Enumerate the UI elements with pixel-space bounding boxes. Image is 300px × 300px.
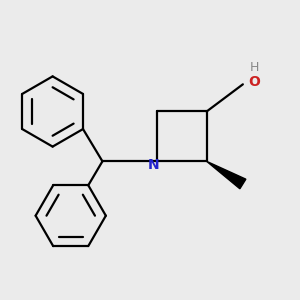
- Text: H: H: [250, 61, 259, 74]
- Text: N: N: [148, 158, 159, 172]
- Polygon shape: [207, 161, 246, 189]
- Text: O: O: [248, 75, 260, 89]
